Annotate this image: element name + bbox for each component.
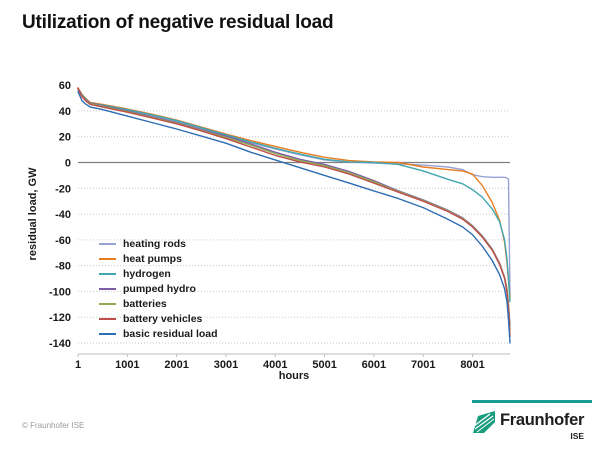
logo-wordmark: Fraunhofer — [500, 411, 585, 429]
y-tick-label: 20 — [59, 132, 71, 144]
y-tick-label: 60 — [59, 80, 71, 92]
x-tick-label: 6001 — [362, 359, 386, 371]
legend-label: battery vehicles — [123, 312, 203, 325]
legend-swatch — [99, 317, 116, 320]
legend-item: batteries — [99, 296, 218, 311]
y-tick-label: -60 — [55, 235, 71, 247]
x-tick-label: 2001 — [164, 359, 188, 371]
legend-swatch — [99, 272, 116, 275]
page-title: Utilization of negative residual load — [22, 12, 334, 33]
legend-swatch — [99, 257, 116, 260]
x-tick-label: 1001 — [115, 359, 139, 371]
legend-label: basic residual load — [123, 327, 218, 340]
legend-item: pumped hydro — [99, 281, 218, 296]
legend-label: heating rods — [123, 237, 187, 250]
x-tick-label: 7001 — [411, 359, 435, 371]
logo-institute-label: ISE — [570, 431, 585, 441]
fraunhofer-logo-icon — [473, 411, 495, 433]
curve-battery-vehicles — [77, 87, 511, 338]
legend-item: heating rods — [99, 236, 218, 251]
y-tick-label: 40 — [59, 106, 71, 118]
y-tick-label: -80 — [55, 261, 71, 273]
legend-swatch — [99, 242, 116, 245]
legend-label: heat pumps — [123, 252, 182, 265]
curve-hydrogen — [77, 87, 511, 303]
x-tick-label: 3001 — [214, 359, 238, 371]
legend-swatch — [99, 287, 116, 290]
fraunhofer-logo: Fraunhofer ISE — [472, 400, 594, 441]
y-tick-label: -40 — [55, 209, 71, 221]
copyright-text: © Fraunhofer ISE — [22, 421, 85, 430]
legend-item: battery vehicles — [99, 311, 218, 326]
legend-item: heat pumps — [99, 251, 218, 266]
x-axis-title: hours — [279, 370, 310, 382]
chart-legend: heating rods heat pumps hydrogen pumped hyd… — [99, 236, 218, 341]
y-tick-label: 0 — [65, 158, 71, 170]
chart-curves — [77, 86, 511, 344]
legend-swatch — [99, 332, 116, 335]
y-tick-label: -100 — [49, 286, 71, 298]
y-tick-label: -20 — [55, 183, 71, 195]
curve-basic-residual-load — [77, 90, 511, 344]
x-tick-label: 5001 — [312, 359, 336, 371]
chart-axes — [77, 161, 510, 357]
legend-label: batteries — [123, 297, 167, 310]
legend-label: hydrogen — [123, 267, 171, 280]
legend-label: pumped hydro — [123, 282, 196, 295]
logo-divider-line — [472, 400, 592, 403]
y-tick-label: -120 — [49, 312, 71, 324]
y-tick-label: -140 — [49, 338, 71, 350]
legend-item: basic residual load — [99, 326, 218, 341]
x-tick-label: 1 — [75, 359, 81, 371]
y-axis-title: residual load, GW — [27, 167, 39, 261]
legend-item: hydrogen — [99, 266, 218, 281]
x-tick-label: 8001 — [460, 359, 484, 371]
x-tick-label: 4001 — [263, 359, 287, 371]
legend-swatch — [99, 302, 116, 305]
chart-tick-labels: 60 40 20 0 -20 -40 -60 -80 -100 -120 -140 1 1001 2001… — [49, 80, 485, 371]
